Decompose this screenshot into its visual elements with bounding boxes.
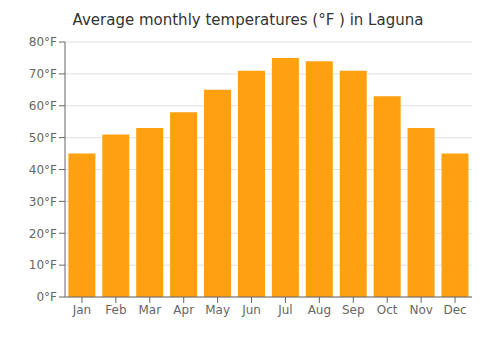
svg-text:50°F: 50°F [29,131,57,145]
svg-text:Mar: Mar [138,303,161,317]
svg-text:Nov: Nov [409,303,432,317]
svg-text:Jun: Jun [241,303,261,317]
svg-text:Jan: Jan [72,303,92,317]
svg-text:80°F: 80°F [29,35,57,49]
svg-text:May: May [205,303,230,317]
svg-text:Sep: Sep [342,303,365,317]
svg-text:60°F: 60°F [29,99,57,113]
svg-text:Aug: Aug [308,303,331,317]
svg-text:Feb: Feb [105,303,126,317]
svg-text:30°F: 30°F [29,195,57,209]
html-text:Average monthly temperatures (: Average monthly temperatures (°F ) in La… [72,11,424,29]
svg-text:Oct: Oct [377,303,398,317]
svg-text:0°F: 0°F [36,290,57,304]
svg-text:10°F: 10°F [29,258,57,272]
svg-text:Dec: Dec [443,303,466,317]
svg-text:Apr: Apr [173,303,194,317]
svg-text:20°F: 20°F [29,227,57,241]
svg-text:40°F: 40°F [29,163,57,177]
svg-text:Jul: Jul [277,303,292,317]
svg-text:70°F: 70°F [29,67,57,81]
